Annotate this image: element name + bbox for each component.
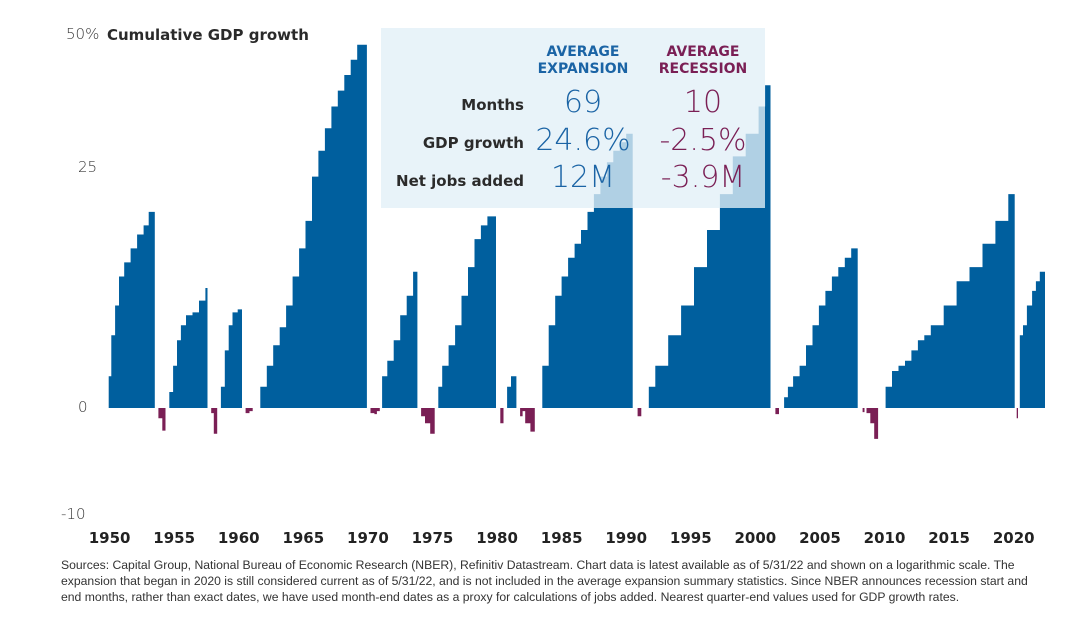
x-tick-label: 1965 bbox=[282, 529, 325, 547]
recession-area-3 bbox=[208, 408, 218, 445]
x-tick-label: 2010 bbox=[863, 529, 906, 547]
net-jobs-expansion-value: 12M bbox=[550, 160, 616, 195]
column-header-expansion: AVERAGE EXPANSION bbox=[523, 44, 643, 78]
x-tick-label: 1990 bbox=[605, 529, 648, 547]
months-recession-value: 10 bbox=[683, 85, 723, 120]
expansion-area-0 bbox=[107, 203, 155, 408]
recession-area-17 bbox=[771, 408, 779, 415]
column-header-expansion-line1: AVERAGE bbox=[546, 44, 620, 60]
recession-area-11 bbox=[497, 408, 504, 431]
column-header-recession-line1: AVERAGE bbox=[666, 44, 740, 60]
expansion-area-10 bbox=[435, 211, 496, 408]
expansion-area-4 bbox=[218, 286, 242, 408]
row-label-months: Months bbox=[461, 96, 524, 114]
x-tick-label: 1970 bbox=[347, 529, 389, 547]
months-expansion-value: 69 bbox=[563, 85, 603, 120]
footnote-sources: Sources: Capital Group, National Bureau … bbox=[61, 558, 1028, 604]
y-tick-label: 0 bbox=[78, 398, 88, 416]
row-label-gdp-growth: GDP growth bbox=[422, 134, 524, 152]
recession-area-19 bbox=[858, 408, 879, 450]
column-header-expansion-line2: EXPANSION bbox=[537, 61, 629, 77]
x-tick-label: 1995 bbox=[669, 529, 712, 547]
column-header-recession: AVERAGE RECESSION bbox=[643, 44, 763, 78]
recession-area-15 bbox=[633, 408, 642, 423]
row-label-net-jobs-added: Net jobs added bbox=[396, 172, 524, 190]
expansion-area-6 bbox=[253, 30, 367, 408]
recession-area-5 bbox=[243, 408, 253, 421]
y-tick-label: -10 bbox=[61, 505, 86, 523]
x-tick-label: 1985 bbox=[540, 529, 583, 547]
x-tick-label: 2020 bbox=[992, 529, 1035, 547]
y-tick-label: 25 bbox=[78, 158, 98, 176]
x-tick-label: 1955 bbox=[153, 529, 196, 547]
x-tick-label: 1980 bbox=[476, 529, 518, 547]
gdp-growth-recession-value: -2.5% bbox=[659, 123, 747, 158]
recession-area-7 bbox=[367, 408, 380, 417]
x-tick-label: 2005 bbox=[799, 529, 841, 547]
recession-area-9 bbox=[418, 408, 435, 446]
x-tick-label: 2000 bbox=[734, 529, 777, 547]
summary-table: AVERAGE EXPANSION AVERAGE RECESSION Mont… bbox=[381, 28, 765, 208]
recession-area-13 bbox=[517, 408, 535, 434]
y-tick-label: 50% bbox=[66, 25, 100, 43]
expansion-area-2 bbox=[166, 286, 208, 408]
expansion-area-12 bbox=[504, 365, 517, 408]
x-tick-label: 2015 bbox=[928, 529, 970, 547]
expansion-area-18 bbox=[780, 239, 858, 408]
x-tick-label: 1950 bbox=[88, 529, 131, 547]
x-tick-label: 1975 bbox=[411, 529, 454, 547]
expansion-area-22 bbox=[1019, 271, 1045, 408]
recession-area-21 bbox=[1015, 408, 1018, 511]
net-jobs-recession-value: -3.9M bbox=[660, 160, 746, 195]
gdp-growth-expansion-value: 24.6% bbox=[535, 123, 631, 158]
expansion-area-20 bbox=[879, 185, 1015, 408]
expansion-area-8 bbox=[380, 267, 418, 408]
recession-area-1 bbox=[155, 408, 166, 434]
x-tick-label: 1960 bbox=[217, 529, 260, 547]
chart-title: Cumulative GDP growth bbox=[107, 26, 309, 44]
column-header-recession-line2: RECESSION bbox=[658, 61, 748, 77]
